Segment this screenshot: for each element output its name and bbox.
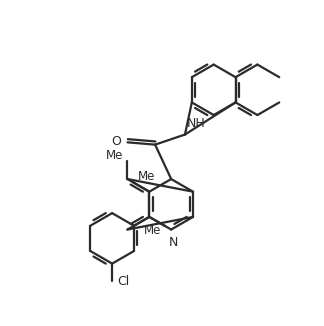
- Text: NH: NH: [187, 117, 205, 130]
- Text: Me: Me: [106, 149, 123, 162]
- Text: Cl: Cl: [118, 274, 130, 288]
- Text: Me: Me: [138, 170, 155, 184]
- Text: O: O: [111, 135, 121, 148]
- Text: N: N: [168, 235, 178, 248]
- Text: Me: Me: [144, 224, 161, 237]
